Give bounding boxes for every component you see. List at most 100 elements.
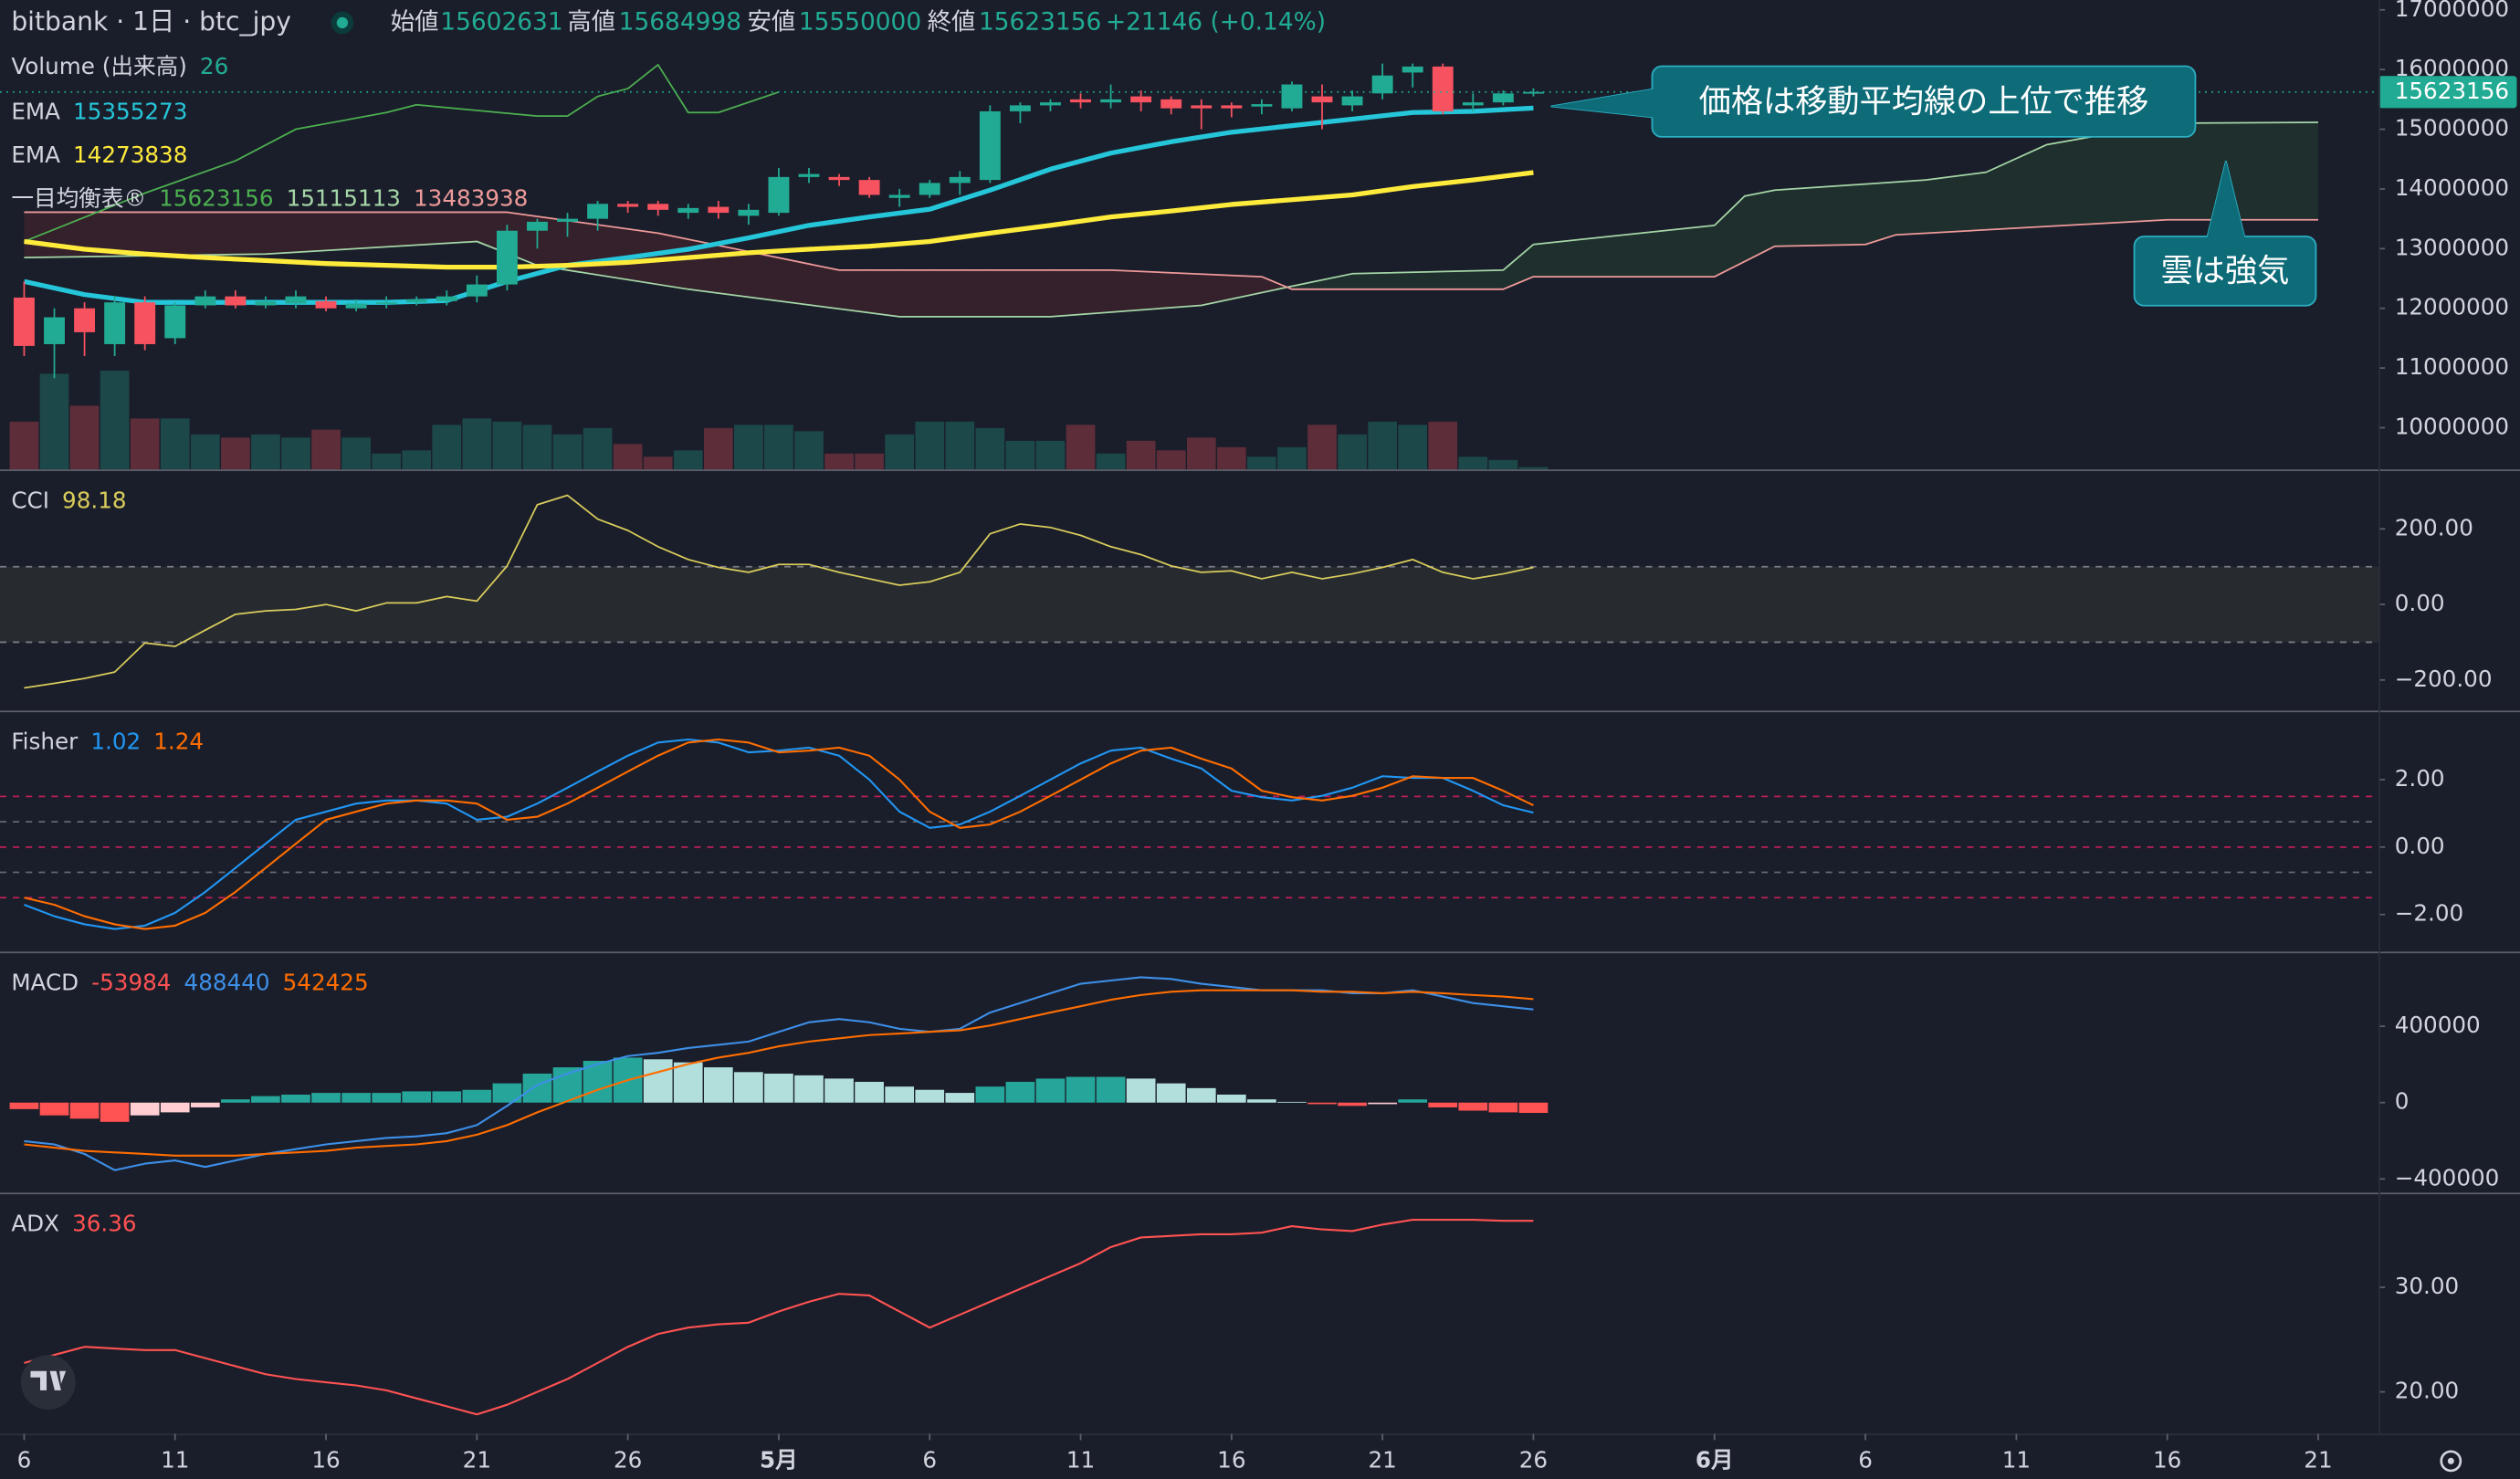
cloud [1714, 195, 1745, 278]
cloud [2046, 139, 2077, 227]
cloud [174, 212, 205, 256]
cloud [144, 212, 175, 257]
candle-body [1341, 96, 1363, 106]
legend-value: 1.24 [153, 729, 204, 755]
cloud [990, 269, 1021, 317]
price-label-box [2378, 76, 2517, 109]
cloud [2227, 122, 2258, 220]
volume-bar [855, 453, 884, 470]
macd-hist-bar [492, 1083, 522, 1103]
volume-bar [1126, 440, 1156, 470]
y-tick-label: 20.00 [2395, 1378, 2460, 1404]
volume-bar [9, 421, 39, 470]
macd-hist-bar [915, 1089, 945, 1103]
macd-hist-bar [1338, 1102, 1367, 1107]
cloud [1774, 188, 1805, 246]
candle-body [1281, 84, 1303, 109]
macd-hist-bar [885, 1086, 915, 1103]
y-tick-label: 11000000 [2395, 353, 2509, 380]
volume-bar [1096, 453, 1126, 470]
change: +21146 (+0.14%) [1106, 7, 1326, 36]
y-tick-label: 10000000 [2395, 414, 2509, 440]
volume-bar [190, 434, 220, 470]
candle-body [919, 183, 940, 195]
cloud [2257, 122, 2288, 220]
x-tick-label: 21 [1368, 1446, 1396, 1473]
cloud [416, 212, 447, 246]
candle-body [738, 209, 760, 216]
cloud [265, 212, 296, 255]
symbol: bitbank · 1日 · btc_jpy [11, 6, 291, 37]
x-tick-label: 16 [2153, 1446, 2181, 1473]
cloud [1804, 185, 1836, 246]
macd-hist-bar [1216, 1094, 1246, 1103]
macd-hist-bar [945, 1093, 975, 1103]
macd-hist-bar [1096, 1076, 1126, 1103]
volume-bar [251, 434, 280, 470]
price-label: 15623156 [2395, 78, 2509, 104]
settings-icon-center [2447, 1457, 2454, 1464]
cloud [1895, 180, 1927, 236]
candle-body [708, 206, 730, 214]
candle-body [74, 308, 96, 332]
cloud [718, 245, 749, 298]
macd-hist-bar [1126, 1078, 1156, 1103]
candle-body [1191, 105, 1213, 109]
legend-value: 98.18 [62, 487, 126, 513]
callout-pointer-cover [2206, 161, 2246, 240]
macd-hist-bar [1005, 1081, 1035, 1103]
macd-hist-bar [824, 1078, 854, 1103]
cloud [1443, 270, 1474, 289]
cloud [839, 269, 870, 313]
y-tick-label: −2.00 [2395, 900, 2463, 927]
y-tick-label: 0 [2395, 1088, 2410, 1115]
volume-bar [1398, 425, 1428, 470]
volume-bar [885, 434, 915, 470]
legend-label: EMA [11, 142, 60, 168]
volume-bar [673, 450, 703, 470]
volume-bar [975, 427, 1005, 470]
cloud [1654, 228, 1685, 278]
x-tick-label: 6 [1858, 1446, 1873, 1473]
fisher-line [24, 738, 1534, 930]
cloud [1382, 272, 1413, 289]
legend-value: 1.02 [90, 729, 141, 755]
macd-hist-bar [311, 1093, 341, 1103]
candle-body [104, 302, 126, 344]
volume-bar [39, 373, 69, 470]
settings-icon[interactable] [2440, 1450, 2462, 1473]
macd-hist-bar [251, 1096, 280, 1103]
macd-hist-bar [69, 1102, 100, 1119]
volume-bar [764, 425, 793, 470]
candle-body [979, 110, 1001, 181]
legend-value: 13483938 [414, 185, 528, 212]
high-value: 15684998 [619, 7, 741, 36]
cloud [1865, 182, 1896, 245]
candle-body [14, 297, 35, 346]
y-tick-label: 15000000 [2395, 115, 2509, 142]
volume-bar [311, 429, 341, 470]
cloud [1140, 271, 1171, 310]
candle-body [255, 300, 277, 306]
y-tick-label: 13000000 [2395, 234, 2509, 260]
volume-bar [1338, 434, 1367, 470]
macd-hist-bar [100, 1102, 130, 1122]
macd-hist-bar [764, 1073, 793, 1103]
candle-body [285, 296, 307, 304]
candle-body [1160, 99, 1182, 109]
cloud [326, 212, 357, 251]
legend-label: 一目均衡表® [11, 185, 146, 212]
macd-hist-bar [1066, 1076, 1096, 1103]
y-tick-label: 12000000 [2395, 294, 2509, 320]
volume-bar [1247, 456, 1276, 470]
candle-body [1040, 102, 1061, 106]
macd-hist-bar [39, 1102, 69, 1116]
open-value: 15602631 [440, 7, 562, 36]
macd-hist-bar [341, 1093, 371, 1103]
cloud [2106, 128, 2137, 224]
x-tick-label: 6月 [1696, 1446, 1734, 1473]
logo [20, 1355, 76, 1411]
x-tick-label: 21 [2304, 1446, 2332, 1473]
macd-hist-bar [975, 1086, 1005, 1103]
candle-body [1009, 105, 1031, 111]
